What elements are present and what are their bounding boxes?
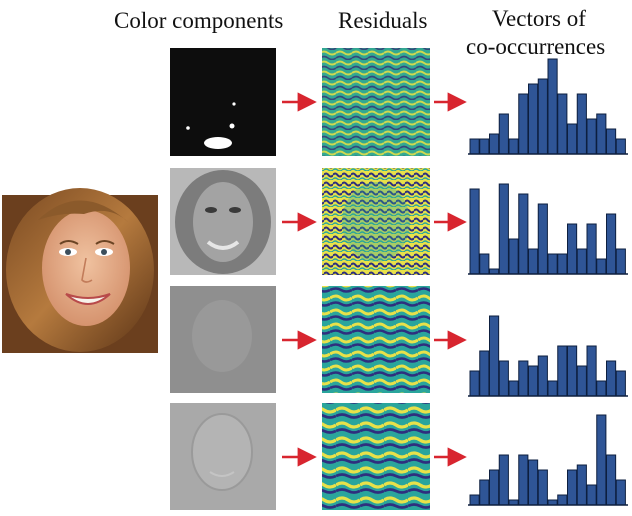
header-color-components: Color components <box>114 8 284 33</box>
histogram-4-bar <box>498 454 509 506</box>
histograms <box>468 58 628 506</box>
histogram-2-bar <box>498 183 509 275</box>
residual-4 <box>322 403 430 510</box>
color-component-3 <box>170 286 276 393</box>
histogram-3-bar <box>606 360 617 397</box>
histogram-4-bar <box>489 469 500 506</box>
histogram-3-bar <box>615 370 626 397</box>
histogram-4-bar <box>479 479 490 506</box>
histogram-4-bar <box>606 454 617 506</box>
histogram-4-bar <box>557 494 568 506</box>
histogram-2-bar <box>518 193 529 275</box>
header-vectors-line1: Vectors of <box>492 6 586 31</box>
histogram-4-bar <box>528 459 539 506</box>
histogram-4-bar <box>537 469 548 506</box>
histogram-1-bar <box>557 93 568 155</box>
histogram-4-bar <box>469 494 480 506</box>
histogram-3-bar <box>537 355 548 397</box>
histogram-2-bar <box>596 258 607 275</box>
residual-1 <box>322 48 430 156</box>
histogram-3-bar <box>557 345 568 397</box>
histogram-4-bar <box>518 454 529 506</box>
histogram-1-bar <box>547 58 558 155</box>
histogram-1-bar <box>469 138 480 155</box>
histogram-3-bar <box>518 360 529 397</box>
histogram-4-bar <box>576 464 587 506</box>
histogram-1 <box>468 58 628 155</box>
histogram-4 <box>468 414 628 506</box>
histogram-2-bar <box>508 238 519 275</box>
histogram-2-bar <box>479 253 490 275</box>
histogram-3-bar <box>498 360 509 397</box>
histogram-4-bar <box>615 479 626 506</box>
histogram-2-bar <box>606 213 617 275</box>
histogram-2-bar <box>469 188 480 275</box>
face-photo <box>2 188 158 353</box>
histogram-3-bar <box>576 365 587 397</box>
histogram-4-bar <box>596 414 607 506</box>
histogram-3 <box>468 315 628 397</box>
histogram-3-bar <box>508 380 519 397</box>
histogram-1-bar <box>576 93 587 155</box>
residual-2 <box>322 168 430 275</box>
histogram-1-bar <box>606 128 617 155</box>
histogram-1-bar <box>567 123 578 155</box>
histogram-3-bar <box>586 345 597 397</box>
histogram-2-bar <box>547 253 558 275</box>
histogram-1-bar <box>528 83 539 155</box>
histogram-1-bar <box>489 133 500 155</box>
histogram-1-bar <box>479 138 490 155</box>
histogram-3-bar <box>479 350 490 397</box>
histogram-3-bar <box>547 380 558 397</box>
histogram-2-bar <box>528 248 539 275</box>
histogram-1-bar <box>508 138 519 155</box>
arrows <box>282 92 467 467</box>
histogram-1-bar <box>498 113 509 155</box>
histogram-1-bar <box>586 118 597 155</box>
histogram-4-bar <box>567 469 578 506</box>
histogram-1-bar <box>596 113 607 155</box>
histogram-3-bar <box>528 365 539 397</box>
histogram-2-bar <box>567 223 578 275</box>
histogram-2-bar <box>615 248 626 275</box>
histogram-3-bar <box>489 315 500 397</box>
histogram-2 <box>468 183 628 275</box>
histogram-2-bar <box>576 248 587 275</box>
histogram-3-bar <box>596 380 607 397</box>
histogram-1-bar <box>615 138 626 155</box>
header-residuals: Residuals <box>338 8 428 33</box>
color-component-1 <box>170 48 276 156</box>
histogram-4-bar <box>586 484 597 506</box>
histogram-2-bar <box>537 203 548 275</box>
header-vectors-line2: co-occurrences <box>466 34 606 59</box>
color-component-2 <box>170 168 276 275</box>
residual-3 <box>322 286 430 393</box>
histogram-3-bar <box>567 345 578 397</box>
histogram-3-bar <box>469 370 480 397</box>
histogram-1-bar <box>518 93 529 155</box>
histogram-2-bar <box>557 253 568 275</box>
histogram-1-bar <box>537 78 548 155</box>
histogram-2-bar <box>586 223 597 275</box>
color-component-4 <box>170 403 276 510</box>
